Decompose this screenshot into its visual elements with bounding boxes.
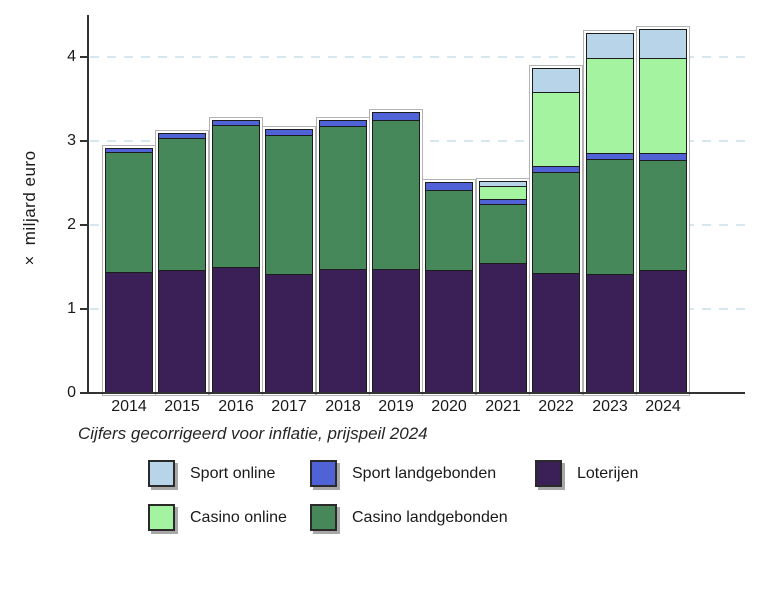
- bar-segment-loterijen-2023: [586, 274, 634, 393]
- bar-2023: [586, 33, 634, 393]
- legend-item-sport-online: Sport online: [148, 460, 275, 487]
- legend-item-loterijen: Loterijen: [535, 460, 638, 487]
- bar-segment-sport-landgebonden-2014: [105, 148, 153, 152]
- legend-item-casino-landgebonden: Casino landgebonden: [310, 504, 508, 531]
- bar-segment-sport-landgebonden-2017: [265, 129, 313, 135]
- bar-segment-sport-online-2024: [639, 29, 687, 58]
- bar-2022: [532, 68, 580, 393]
- bar-segment-casino-online-2021: [479, 186, 527, 199]
- bar-2018: [319, 120, 367, 393]
- bar-segment-casino-landgebonden-2020: [425, 190, 473, 270]
- bar-segment-sport-landgebonden-2022: [532, 166, 580, 172]
- bar-segment-sport-landgebonden-2021: [479, 199, 527, 204]
- bar-segment-sport-landgebonden-2019: [372, 112, 420, 120]
- bar-2020: [425, 182, 473, 393]
- x-tick-label-2021: 2021: [485, 398, 521, 415]
- y-tick-label: 0: [67, 384, 76, 401]
- legend-swatch-sport-landgebonden: [310, 460, 337, 487]
- bar-segment-casino-landgebonden-2022: [532, 172, 580, 273]
- bar-segment-loterijen-2015: [158, 270, 206, 393]
- legend-label: Sport online: [190, 464, 276, 482]
- y-axis-tick: [80, 140, 87, 142]
- bar-segment-loterijen-2024: [639, 270, 687, 393]
- x-tick-label-2015: 2015: [164, 398, 200, 415]
- legend-swatch-casino-online: [148, 504, 175, 531]
- bar-2017: [265, 129, 313, 393]
- legend-item-sport-landgebonden: Sport landgebonden: [310, 460, 496, 487]
- bar-segment-sport-landgebonden-2018: [319, 120, 367, 126]
- x-tick-label-2020: 2020: [431, 398, 467, 415]
- x-axis-line: [87, 392, 745, 394]
- bar-2016: [212, 120, 260, 393]
- x-tick-label-2023: 2023: [592, 398, 628, 415]
- bar-2024: [639, 29, 687, 393]
- bar-segment-casino-landgebonden-2023: [586, 159, 634, 274]
- bar-segment-casino-online-2022: [532, 92, 580, 166]
- bar-segment-loterijen-2017: [265, 274, 313, 393]
- y-tick-label: 1: [67, 300, 76, 317]
- y-axis-tick: [80, 392, 87, 394]
- bar-segment-loterijen-2021: [479, 263, 527, 393]
- x-tick-label-2022: 2022: [538, 398, 574, 415]
- bar-segment-loterijen-2022: [532, 273, 580, 393]
- bar-2014: [105, 148, 153, 393]
- legend-label: Casino online: [190, 508, 287, 526]
- bar-segment-loterijen-2016: [212, 267, 260, 393]
- x-tick-label-2017: 2017: [271, 398, 307, 415]
- bar-segment-casino-online-2024: [639, 58, 687, 153]
- bar-segment-sport-online-2022: [532, 68, 580, 92]
- bar-segment-sport-landgebonden-2016: [212, 120, 260, 125]
- bar-segment-sport-landgebonden-2015: [158, 133, 206, 138]
- bar-segment-casino-landgebonden-2016: [212, 125, 260, 267]
- bar-segment-casino-online-2023: [586, 58, 634, 153]
- legend-label: Casino landgebonden: [352, 508, 508, 526]
- y-axis-line: [87, 15, 89, 394]
- bar-segment-sport-landgebonden-2020: [425, 182, 473, 190]
- bar-segment-casino-landgebonden-2018: [319, 126, 367, 269]
- bar-2019: [372, 112, 420, 393]
- bar-2021: [479, 181, 527, 393]
- bar-segment-casino-landgebonden-2019: [372, 120, 420, 269]
- y-tick-label: 4: [67, 48, 76, 65]
- x-tick-label-2018: 2018: [325, 398, 361, 415]
- y-axis-tick: [80, 224, 87, 226]
- bar-segment-sport-online-2023: [586, 33, 634, 58]
- bar-segment-sport-landgebonden-2023: [586, 153, 634, 159]
- y-tick-label: 2: [67, 216, 76, 233]
- bar-segment-casino-landgebonden-2024: [639, 160, 687, 270]
- y-tick-label: 3: [67, 132, 76, 149]
- y-axis-title: × miljard euro: [20, 150, 39, 270]
- x-tick-label-2014: 2014: [111, 398, 147, 415]
- legend-swatch-loterijen: [535, 460, 562, 487]
- legend-label: Sport landgebonden: [352, 464, 497, 482]
- bar-segment-casino-landgebonden-2021: [479, 204, 527, 263]
- y-axis-tick: [80, 56, 87, 58]
- bar-segment-loterijen-2019: [372, 269, 420, 393]
- bar-2015: [158, 133, 206, 393]
- bar-segment-loterijen-2020: [425, 270, 473, 393]
- y-axis-tick: [80, 308, 87, 310]
- legend-label: Loterijen: [577, 464, 639, 482]
- gridline-y-4: [90, 56, 745, 58]
- legend-swatch-sport-online: [148, 460, 175, 487]
- x-tick-label-2024: 2024: [645, 398, 681, 415]
- x-tick-label-2019: 2019: [378, 398, 414, 415]
- legend-swatch-casino-landgebonden: [310, 504, 337, 531]
- x-tick-label-2016: 2016: [218, 398, 254, 415]
- bar-segment-loterijen-2018: [319, 269, 367, 393]
- chart-caption: Cijfers gecorrigeerd voor inflatie, prij…: [78, 424, 428, 443]
- bar-segment-casino-landgebonden-2015: [158, 138, 206, 270]
- bar-segment-casino-landgebonden-2017: [265, 135, 313, 274]
- bar-segment-loterijen-2014: [105, 272, 153, 393]
- bar-segment-casino-landgebonden-2014: [105, 152, 153, 272]
- legend-item-casino-online: Casino online: [148, 504, 287, 531]
- bar-segment-sport-online-2021: [479, 181, 527, 186]
- bar-segment-sport-landgebonden-2024: [639, 153, 687, 160]
